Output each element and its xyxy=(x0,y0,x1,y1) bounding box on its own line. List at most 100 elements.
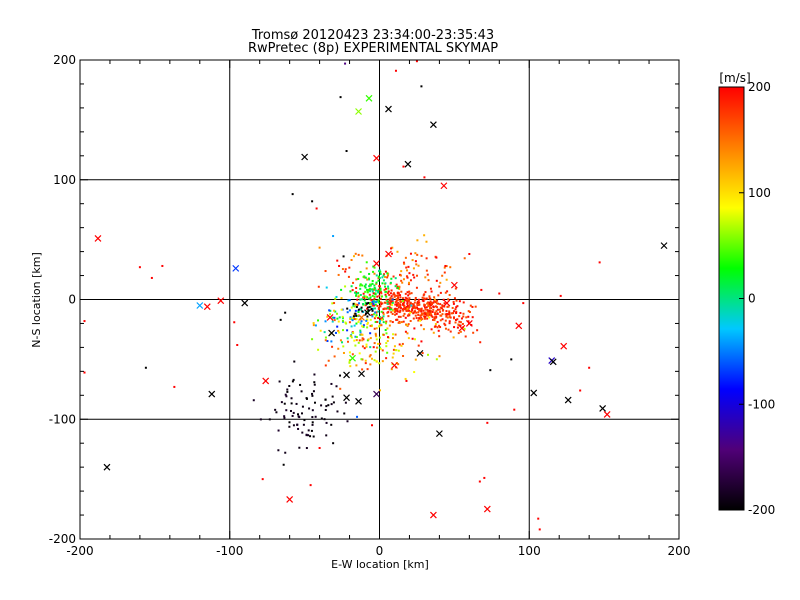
data-point xyxy=(366,315,369,318)
data-point xyxy=(439,314,442,317)
data-point xyxy=(334,331,337,334)
chart-subtitle: RwPretec (8p) EXPERIMENTAL SKYMAP xyxy=(248,41,498,56)
data-point xyxy=(371,300,374,303)
data-point xyxy=(462,312,465,315)
data-point xyxy=(384,270,387,273)
data-point xyxy=(419,319,422,322)
data-point xyxy=(365,345,368,348)
data-point xyxy=(348,266,351,269)
data-point xyxy=(252,399,255,402)
data-point xyxy=(359,270,362,273)
data-point xyxy=(332,442,335,445)
data-point xyxy=(356,314,359,317)
data-point xyxy=(311,416,314,419)
data-point xyxy=(467,320,470,323)
data-point xyxy=(413,301,416,304)
data-point xyxy=(326,315,329,318)
data-point xyxy=(367,338,370,341)
data-point xyxy=(426,309,429,312)
data-point xyxy=(379,290,382,293)
data-point xyxy=(456,318,459,321)
data-point xyxy=(486,421,489,424)
data-point xyxy=(434,325,437,328)
data-point xyxy=(384,282,387,285)
data-point xyxy=(425,269,428,272)
data-point xyxy=(423,303,426,306)
data-point xyxy=(406,276,409,279)
data-point xyxy=(385,332,388,335)
data-point xyxy=(324,270,327,273)
data-point xyxy=(388,302,391,305)
data-point xyxy=(366,278,369,281)
data-point xyxy=(373,295,376,298)
data-point xyxy=(337,347,340,350)
data-point xyxy=(402,278,405,281)
data-point xyxy=(383,273,386,276)
data-point-cross xyxy=(349,354,356,362)
data-point xyxy=(411,309,414,312)
data-point xyxy=(441,304,444,307)
data-point xyxy=(353,339,356,342)
data-point xyxy=(436,321,439,324)
data-point xyxy=(375,346,378,349)
data-point xyxy=(361,337,364,340)
data-point xyxy=(355,364,358,367)
data-point xyxy=(379,270,382,273)
data-point xyxy=(421,318,424,321)
data-point xyxy=(284,393,287,396)
data-point xyxy=(401,342,404,345)
data-point xyxy=(407,323,410,326)
data-point xyxy=(314,324,317,327)
data-point xyxy=(415,286,418,289)
data-point xyxy=(438,324,441,327)
data-point xyxy=(380,310,383,313)
data-point-cross xyxy=(326,314,334,321)
data-point xyxy=(387,287,390,290)
data-point xyxy=(305,447,308,450)
data-point xyxy=(375,327,378,330)
data-point xyxy=(412,306,415,309)
data-point-cross xyxy=(564,396,572,404)
data-point xyxy=(419,314,422,317)
data-point xyxy=(336,317,339,320)
data-point xyxy=(375,282,378,285)
data-point xyxy=(362,292,365,295)
data-point xyxy=(428,295,431,298)
data-point xyxy=(400,270,403,273)
data-point xyxy=(320,417,323,420)
data-point xyxy=(455,299,458,302)
data-point xyxy=(360,358,363,361)
data-point xyxy=(387,290,390,293)
data-point xyxy=(291,414,294,417)
data-point xyxy=(336,259,339,262)
data-point xyxy=(422,300,425,303)
data-point xyxy=(410,304,413,307)
data-point xyxy=(407,265,410,268)
data-point xyxy=(374,332,377,335)
data-point xyxy=(359,322,362,325)
data-point xyxy=(371,313,374,316)
data-point xyxy=(331,302,334,305)
data-point xyxy=(354,344,357,347)
data-point xyxy=(393,345,396,348)
x-tick-label: 0 xyxy=(376,544,384,558)
data-point xyxy=(289,409,292,412)
data-point xyxy=(471,305,474,308)
data-point xyxy=(348,361,351,364)
data-point xyxy=(391,300,394,303)
data-point xyxy=(397,363,400,366)
data-point xyxy=(399,305,402,308)
data-point xyxy=(284,451,287,454)
data-point xyxy=(372,313,375,316)
data-point xyxy=(313,383,316,386)
data-point xyxy=(382,274,385,277)
data-point xyxy=(348,299,351,302)
data-point xyxy=(282,463,285,466)
data-point xyxy=(305,433,308,436)
data-point xyxy=(341,315,344,318)
data-point xyxy=(330,403,333,406)
data-point xyxy=(301,431,304,434)
data-point xyxy=(391,298,394,301)
data-point xyxy=(426,273,429,276)
colorbar-label: [m/s] xyxy=(719,71,750,85)
